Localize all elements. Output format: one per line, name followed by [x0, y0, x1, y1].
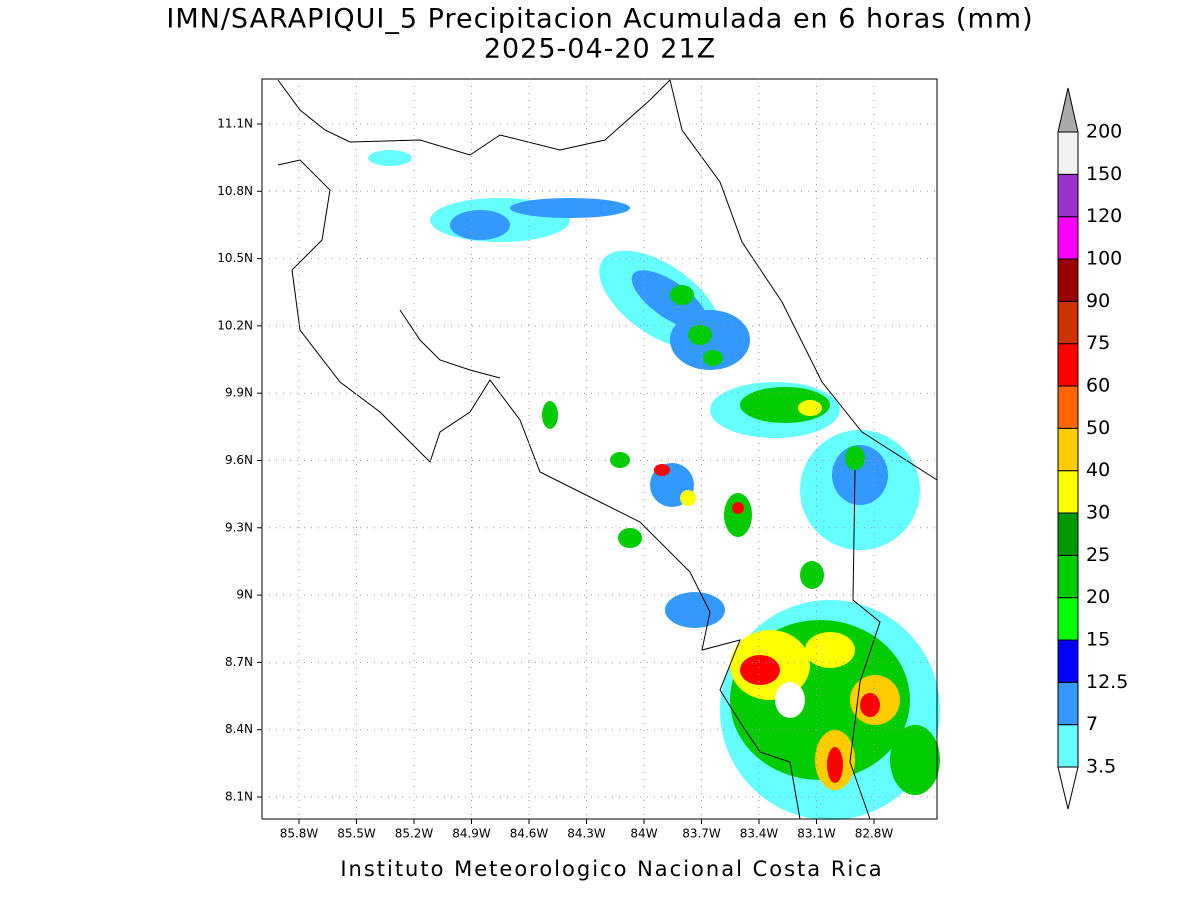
- y-tick-label: 8.1N: [225, 790, 253, 804]
- x-tick-label: 83.1W: [797, 827, 836, 841]
- colorbar-box: [1057, 512, 1079, 556]
- y-tick-label: 10.2N: [217, 318, 253, 332]
- colorbar-box: [1057, 724, 1079, 768]
- colorbar-under: [1057, 766, 1079, 810]
- map-frame: [261, 78, 938, 820]
- colorbar-label: 60: [1086, 375, 1110, 397]
- colorbar-box: [1057, 173, 1079, 218]
- colorbar-label: 20: [1086, 586, 1110, 608]
- colorbar-label: 100: [1086, 248, 1122, 270]
- precipitation-field: [368, 150, 940, 820]
- y-tick-label: 9.3N: [225, 520, 253, 534]
- y-tick-label: 9N: [236, 588, 253, 602]
- colorbar-box: [1057, 131, 1079, 175]
- x-tick-label: 84.3W: [567, 827, 606, 841]
- colorbar-label: 7: [1086, 713, 1098, 735]
- x-tick-label: 84.9W: [452, 827, 491, 841]
- colorbar-box: [1057, 343, 1079, 387]
- x-tick-label: 83.7W: [682, 827, 721, 841]
- colorbar-box: [1057, 216, 1079, 260]
- y-tick-label: 10.8N: [217, 184, 253, 198]
- x-tick-label: 84.6W: [510, 827, 549, 841]
- colorbar-box: [1057, 300, 1079, 345]
- coastlines: [277, 79, 938, 820]
- x-tick-label: 83.4W: [740, 827, 779, 841]
- y-tick-label: 11.1N: [217, 117, 253, 131]
- x-tick-label: 85.2W: [395, 827, 434, 841]
- y-tick-label: 10.5N: [217, 251, 253, 265]
- colorbar-label: 90: [1086, 290, 1110, 312]
- colorbar-label: 120: [1086, 205, 1122, 227]
- colorbar-label: 30: [1086, 502, 1110, 524]
- x-tick-label: 85.5W: [337, 827, 376, 841]
- colorbar-box: [1057, 470, 1079, 514]
- y-tick-label: 8.4N: [225, 722, 253, 736]
- colorbar-label: 75: [1086, 332, 1110, 354]
- y-tick-label: 9.6N: [225, 453, 253, 467]
- colorbar-box: [1057, 385, 1079, 429]
- colorbar-box: [1057, 639, 1079, 683]
- footer: Instituto Meteorologico Nacional Costa R…: [340, 857, 883, 881]
- title: IMN/SARAPIQUI_5 Precipitacion Acumulada …: [166, 4, 1033, 35]
- colorbar-box: [1057, 427, 1079, 472]
- colorbar-label: 25: [1086, 544, 1110, 566]
- colorbar-box: [1057, 681, 1079, 726]
- colorbar-box: [1057, 554, 1079, 599]
- colorbar-label: 3.5: [1086, 756, 1116, 778]
- subtitle: 2025-04-20 21Z: [484, 34, 716, 65]
- colorbar-label: 12.5: [1086, 671, 1128, 693]
- y-tick-label: 9.9N: [225, 386, 253, 400]
- x-tick-label: 82.8W: [855, 827, 894, 841]
- colorbar-over: [1057, 87, 1079, 133]
- colorbar-label: 40: [1086, 459, 1110, 481]
- colorbar-box: [1057, 258, 1079, 302]
- colorbar-label: 150: [1086, 163, 1122, 185]
- colorbar-box: [1057, 597, 1079, 641]
- colorbar-label: 200: [1086, 121, 1122, 143]
- colorbar-label: 15: [1086, 629, 1110, 651]
- x-tick-label: 85.8W: [280, 827, 319, 841]
- x-tick-label: 84W: [630, 827, 657, 841]
- colorbar-label: 50: [1086, 417, 1110, 439]
- y-tick-label: 8.7N: [225, 655, 253, 669]
